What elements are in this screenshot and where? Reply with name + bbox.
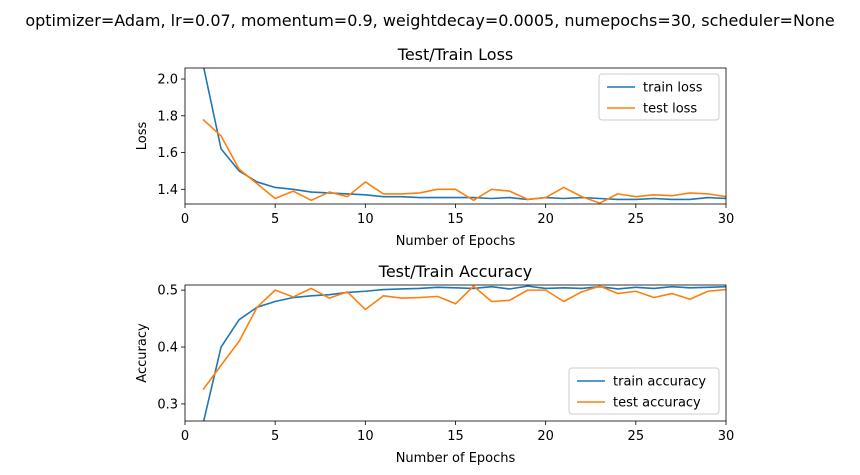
loss-chart-title: Test/Train Loss — [397, 45, 513, 64]
accuracy-legend: train accuracy test accuracy — [568, 367, 720, 415]
accuracy-x-tick-label: 0 — [181, 429, 189, 444]
train-loss-line — [202, 68, 726, 201]
train-accuracy-legend-label: train accuracy — [613, 375, 706, 390]
test-loss-line — [202, 118, 726, 204]
accuracy-legend-box — [568, 367, 720, 415]
loss-y-tick-label: 1.4 — [157, 183, 178, 198]
loss-x-tick-label: 15 — [447, 212, 464, 227]
loss-x-tick-label: 10 — [357, 212, 374, 227]
loss-y-tick-label: 1.6 — [157, 146, 178, 161]
test-accuracy-legend-label: test accuracy — [613, 396, 701, 411]
loss-y-tick-label: 1.8 — [157, 109, 178, 124]
loss-y-axis-label: Loss — [135, 122, 150, 151]
test-accuracy-line — [202, 285, 726, 391]
accuracy-x-axis-label: Number of Epochs — [396, 451, 516, 466]
loss-x-tick-label: 30 — [718, 212, 735, 227]
accuracy-y-axis-label: Accuracy — [135, 323, 150, 383]
accuracy-x-tick-label: 5 — [271, 429, 279, 444]
loss-x-axis-label: Number of Epochs — [396, 234, 516, 249]
accuracy-x-tick-label: 15 — [447, 429, 464, 444]
loss-axes-frame — [184, 67, 727, 205]
accuracy-x-tick-label: 30 — [718, 429, 735, 444]
accuracy-x-tick-label: 20 — [537, 429, 554, 444]
loss-x-tick-label: 0 — [181, 212, 189, 227]
accuracy-axes-frame — [184, 284, 727, 422]
accuracy-y-tick-label: 0.4 — [157, 341, 178, 356]
loss-panel: Test/Train Loss 0 5 10 15 20 25 30 1.4 1.6 1.8 2.0 N… — [135, 45, 734, 249]
loss-x-tick-label: 25 — [628, 212, 645, 227]
accuracy-x-tick-label: 25 — [628, 429, 645, 444]
figure-suptitle: optimizer=Adam, lr=0.07, momentum=0.9, w… — [25, 11, 834, 30]
accuracy-x-tick-label: 10 — [357, 429, 374, 444]
loss-y-tick-label: 2.0 — [157, 73, 178, 88]
loss-x-tick-label: 20 — [537, 212, 554, 227]
accuracy-chart-title: Test/Train Accuracy — [378, 262, 532, 281]
accuracy-y-tick-label: 0.5 — [157, 284, 178, 299]
accuracy-y-tick-label: 0.3 — [157, 397, 178, 412]
loss-legend: train loss test loss — [598, 73, 720, 121]
test-loss-legend-label: test loss — [643, 102, 697, 117]
train-accuracy-line — [202, 285, 726, 421]
train-loss-legend-label: train loss — [643, 81, 703, 96]
loss-x-tick-label: 5 — [271, 212, 279, 227]
accuracy-panel: Test/Train Accuracy 0 5 10 15 20 25 30 0.3 0.4 0.5… — [135, 262, 734, 466]
